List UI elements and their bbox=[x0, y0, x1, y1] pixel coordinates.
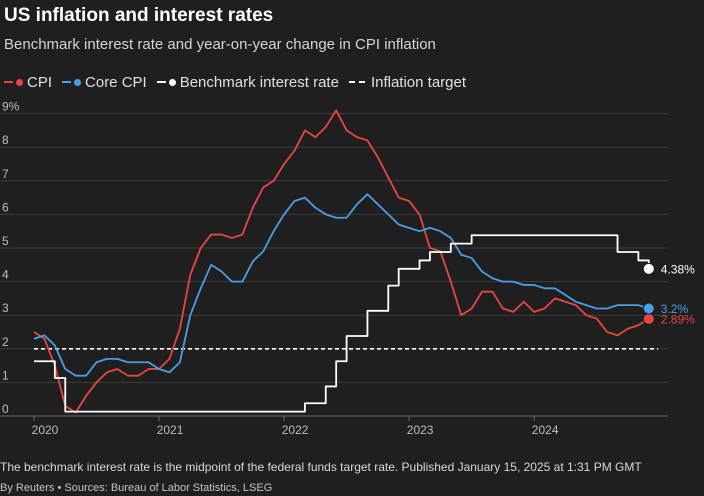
y-tick-label-3: 3 bbox=[2, 301, 9, 315]
y-tick-label-5: 5 bbox=[2, 234, 9, 248]
x-tick-label-2: 2022 bbox=[282, 423, 309, 437]
chart-subtitle: Benchmark interest rate and year-on-year… bbox=[4, 36, 436, 53]
x-tick-label-1: 2021 bbox=[157, 423, 184, 437]
legend-benchmark-line-icon bbox=[156, 81, 166, 83]
legend-cpi-line-icon bbox=[4, 81, 13, 83]
chart-source: By Reuters • Sources: Bureau of Labor St… bbox=[0, 482, 273, 494]
y-tick-label-8: 8 bbox=[2, 133, 9, 147]
legend-benchmark-label: Benchmark interest rate bbox=[179, 73, 339, 91]
legend-core-cpi-label: Core CPI bbox=[85, 73, 147, 91]
y-tick-label-4: 4 bbox=[2, 268, 9, 282]
y-tick-label-9: 9% bbox=[2, 100, 20, 114]
x-tick-label-4: 2024 bbox=[532, 423, 559, 437]
x-tick-label-3: 2023 bbox=[407, 423, 434, 437]
cpi-end-marker bbox=[642, 312, 655, 325]
chart-note: The benchmark interest rate is the midpo… bbox=[0, 460, 642, 474]
legend-target-dash-icon bbox=[348, 81, 365, 83]
legend-item-benchmark: Benchmark interest rate bbox=[156, 73, 339, 91]
benchmark-end-label: 4.38% bbox=[661, 262, 695, 276]
legend-item-core-cpi: Core CPI bbox=[62, 74, 147, 91]
legend-cpi-label: CPI bbox=[27, 73, 53, 91]
legend-item-target: Inflation target bbox=[348, 73, 467, 91]
cpi-series-line bbox=[33, 109, 650, 414]
core-cpi-end-marker bbox=[642, 302, 655, 315]
y-tick-label-7: 7 bbox=[2, 167, 9, 181]
legend-item-cpi: CPI bbox=[4, 74, 52, 91]
legend: CPI Core CPI Benchmark interest rate Inf… bbox=[4, 72, 476, 92]
legend-benchmark-dot-icon bbox=[168, 78, 176, 86]
legend-target-label: Inflation target bbox=[370, 73, 467, 91]
legend-core-cpi-line-icon bbox=[62, 81, 72, 83]
cpi-end-label: 2.89% bbox=[661, 312, 695, 326]
legend-cpi-dot-icon bbox=[16, 78, 23, 86]
legend-core-cpi-dot-icon bbox=[74, 78, 82, 86]
benchmark-series-line bbox=[34, 234, 650, 413]
y-tick-label-2: 2 bbox=[2, 335, 9, 349]
core-cpi-end-label: 3.2% bbox=[661, 302, 689, 316]
benchmark-end-marker bbox=[642, 262, 655, 275]
core-cpi-series-line bbox=[33, 193, 650, 377]
y-tick-label-0: 0 bbox=[2, 402, 9, 416]
x-tick-label-0: 2020 bbox=[32, 423, 59, 437]
chart-title: US inflation and interest rates bbox=[4, 5, 274, 26]
y-tick-label-6: 6 bbox=[2, 200, 9, 214]
y-tick-label-1: 1 bbox=[2, 368, 9, 382]
